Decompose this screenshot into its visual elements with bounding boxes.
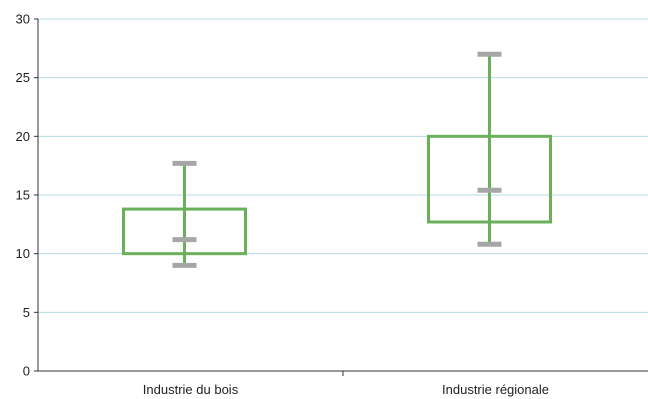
y-tick-label: 0	[23, 364, 30, 379]
y-tick-label: 20	[16, 129, 30, 144]
y-tick-label: 5	[23, 305, 30, 320]
y-tick-label: 25	[16, 70, 30, 85]
interquartile-box	[122, 207, 247, 256]
box-series	[122, 51, 552, 268]
gridlines	[38, 18, 648, 313]
y-axis-ticks: 0 5 10 15 20 25 30	[16, 12, 38, 379]
interquartile-box	[427, 134, 552, 224]
category-label: Industrie du bois	[143, 382, 239, 397]
category-label: Industrie régionale	[442, 382, 549, 397]
y-tick-label: 30	[16, 12, 30, 27]
x-axis-categories: Industrie du bois Industrie régionale	[143, 382, 549, 397]
y-tick-label: 10	[16, 246, 30, 261]
y-tick-label: 15	[16, 188, 30, 203]
box-1	[122, 160, 247, 268]
axes	[37, 19, 648, 376]
box-2	[427, 51, 552, 247]
